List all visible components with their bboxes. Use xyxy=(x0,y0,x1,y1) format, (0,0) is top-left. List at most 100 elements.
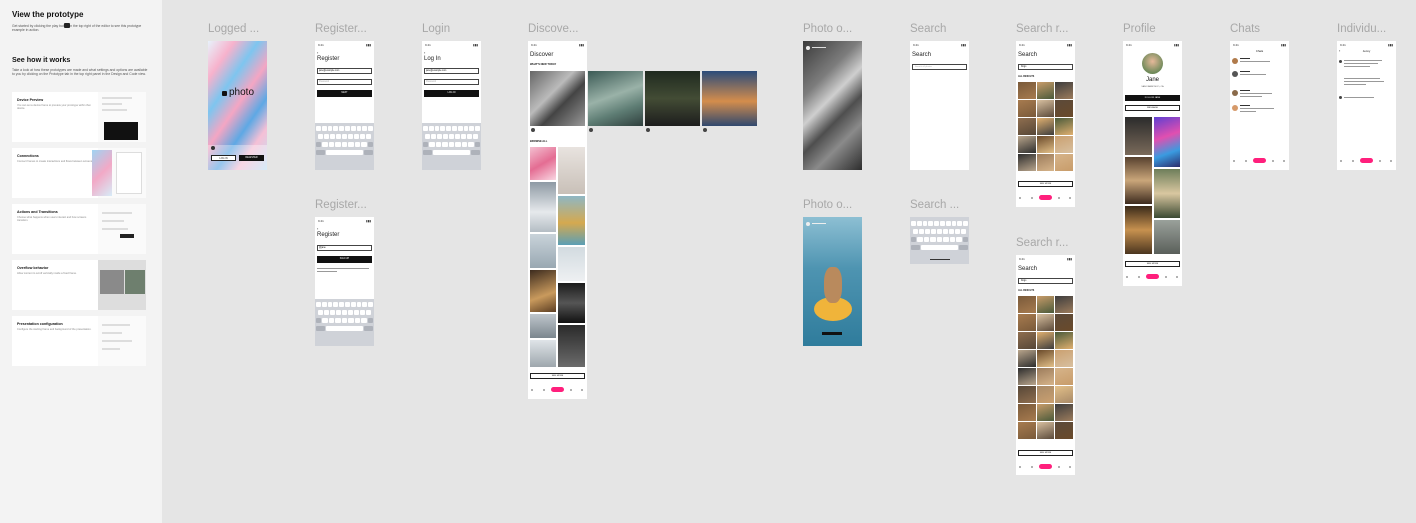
result-photo[interactable] xyxy=(1055,154,1073,171)
login-button[interactable]: LOG IN xyxy=(211,155,236,161)
result-photo[interactable] xyxy=(1018,404,1036,421)
result-photo[interactable] xyxy=(1018,422,1036,439)
result-photo[interactable] xyxy=(1036,386,1055,403)
plus-icon[interactable] xyxy=(1253,158,1266,163)
result-photo[interactable] xyxy=(1018,368,1036,385)
result-photo[interactable] xyxy=(1055,118,1073,135)
result-photo[interactable] xyxy=(1036,136,1055,153)
result-photo[interactable] xyxy=(1055,422,1073,439)
see-more-button[interactable]: SEE MORE xyxy=(1125,261,1180,267)
next-button[interactable]: NEXT xyxy=(317,90,372,97)
help-card-actions-transitions[interactable]: Actions and Transitions Choose what happ… xyxy=(12,204,146,254)
grid-photo[interactable] xyxy=(530,182,556,232)
plus-icon[interactable] xyxy=(551,387,564,392)
frame-discover[interactable]: 9:41 ▮▮▮ Discover WHAT'S NEW TODAY BROWSE… xyxy=(528,41,757,399)
frame-chats[interactable]: 9:41 ▮▮▮ Chats xyxy=(1230,41,1289,170)
grid-photo[interactable] xyxy=(1154,220,1180,254)
plus-icon[interactable] xyxy=(1360,158,1373,163)
result-photo[interactable] xyxy=(1036,296,1055,313)
username-field[interactable]: @jane xyxy=(317,245,372,251)
search-icon[interactable] xyxy=(1031,466,1033,468)
frame-register-email[interactable]: 9:41 ▮▮▮ ‹ Register jane@example.com Pass… xyxy=(315,41,374,170)
help-card-overflow[interactable]: Overflow behavior Allow content to scrol… xyxy=(12,260,146,310)
search-icon[interactable] xyxy=(1138,276,1140,278)
result-photo[interactable] xyxy=(1055,296,1073,313)
see-more-button[interactable]: SEE MORE xyxy=(1018,450,1073,456)
bottom-nav[interactable] xyxy=(1016,193,1075,203)
home-icon[interactable] xyxy=(1019,197,1021,199)
frame-search-results[interactable]: 9:41 ▮▮▮ Search Dogs ALL RESULTS SEE MORE xyxy=(1016,41,1075,207)
help-card-device-preview[interactable]: Device Preview You can set a device fram… xyxy=(12,92,146,142)
search-icon[interactable] xyxy=(1031,197,1033,199)
result-photo[interactable] xyxy=(1018,82,1036,99)
frame-logged-out[interactable]: photo LOG IN REGISTER xyxy=(208,41,267,170)
plus-icon[interactable] xyxy=(1146,274,1159,279)
grid-photo[interactable] xyxy=(530,314,556,338)
search-input[interactable]: Dogs xyxy=(1018,64,1073,70)
plus-icon[interactable] xyxy=(1039,464,1052,469)
password-field[interactable]: Password xyxy=(317,79,372,85)
home-icon[interactable] xyxy=(1126,276,1128,278)
grid-photo[interactable] xyxy=(1154,169,1180,218)
result-photo[interactable] xyxy=(1036,118,1055,135)
action-button[interactable] xyxy=(822,332,842,335)
home-icon[interactable] xyxy=(1019,466,1021,468)
search-icon[interactable] xyxy=(543,389,545,391)
photo-card[interactable] xyxy=(702,71,757,126)
photo-card[interactable] xyxy=(645,71,700,126)
result-photo[interactable] xyxy=(1036,422,1055,439)
frame-individual-chat[interactable]: 9:41 ▮▮▮ ‹ Jenny xyxy=(1337,41,1396,170)
home-icon[interactable] xyxy=(1233,160,1235,162)
help-card-connections[interactable]: Connections Connect frames to create int… xyxy=(12,148,146,198)
result-photo[interactable] xyxy=(1018,386,1036,403)
result-photo[interactable] xyxy=(1055,386,1073,403)
chat-icon[interactable] xyxy=(1379,160,1381,162)
result-photo[interactable] xyxy=(1036,154,1055,171)
result-photo[interactable] xyxy=(1018,332,1036,349)
result-photo[interactable] xyxy=(1036,368,1055,385)
chat-icon[interactable] xyxy=(1165,276,1167,278)
message-button[interactable]: MESSAGE xyxy=(1125,105,1180,111)
email-field[interactable]: jane@example.com xyxy=(317,68,372,74)
result-photo[interactable] xyxy=(1055,350,1073,367)
result-photo[interactable] xyxy=(1036,82,1055,99)
result-photo[interactable] xyxy=(1055,332,1073,349)
result-photo[interactable] xyxy=(1018,118,1036,135)
grid-photo[interactable] xyxy=(558,247,585,281)
frame-register-username[interactable]: 9:41 ▮▮▮ ‹ Register @jane SIGN UP xyxy=(315,217,374,346)
grid-photo[interactable] xyxy=(558,325,585,367)
result-photo[interactable] xyxy=(1055,136,1073,153)
profile-icon[interactable] xyxy=(1069,197,1071,199)
grid-photo[interactable] xyxy=(530,147,556,180)
result-photo[interactable] xyxy=(1036,332,1055,349)
register-button[interactable]: REGISTER xyxy=(239,155,264,161)
grid-photo[interactable] xyxy=(530,234,556,268)
keyboard[interactable] xyxy=(315,299,374,346)
frame-profile[interactable]: 9:41 ▮▮▮ Jane SAN FRANCISCO, CA FOLLOW JA… xyxy=(1123,41,1182,286)
bottom-nav[interactable] xyxy=(1123,272,1182,282)
photo-card[interactable] xyxy=(530,71,585,126)
result-photo[interactable] xyxy=(1055,100,1073,117)
back-arrow-icon[interactable]: ‹ xyxy=(317,50,319,55)
bottom-nav[interactable] xyxy=(1230,156,1289,166)
frame-photo-detail[interactable] xyxy=(803,41,862,170)
profile-icon[interactable] xyxy=(1283,160,1285,162)
login-button[interactable]: LOG IN xyxy=(424,90,479,97)
chat-icon[interactable] xyxy=(1058,197,1060,199)
signup-button[interactable]: SIGN UP xyxy=(317,256,372,263)
grid-photo[interactable] xyxy=(1154,117,1180,167)
results-grid[interactable] xyxy=(1018,296,1073,439)
search-input[interactable]: Search all photos xyxy=(912,64,967,70)
email-field[interactable]: jane@example.com xyxy=(424,68,479,74)
profile-icon[interactable] xyxy=(1390,160,1392,162)
results-grid[interactable] xyxy=(1018,82,1073,171)
frame-search-typing[interactable] xyxy=(910,217,969,264)
grid-photo[interactable] xyxy=(1125,157,1152,204)
result-photo[interactable] xyxy=(1036,314,1055,331)
chat-icon[interactable] xyxy=(1272,160,1274,162)
frame-search[interactable]: 9:41 ▮▮▮ Search Search all photos xyxy=(910,41,969,170)
grid-photo[interactable] xyxy=(530,340,556,367)
grid-photo[interactable] xyxy=(558,196,585,245)
frame-search-results-expanded[interactable]: 9:41 ▮▮▮ Search Dogs ALL RESULTS SEE MORE xyxy=(1016,255,1075,475)
